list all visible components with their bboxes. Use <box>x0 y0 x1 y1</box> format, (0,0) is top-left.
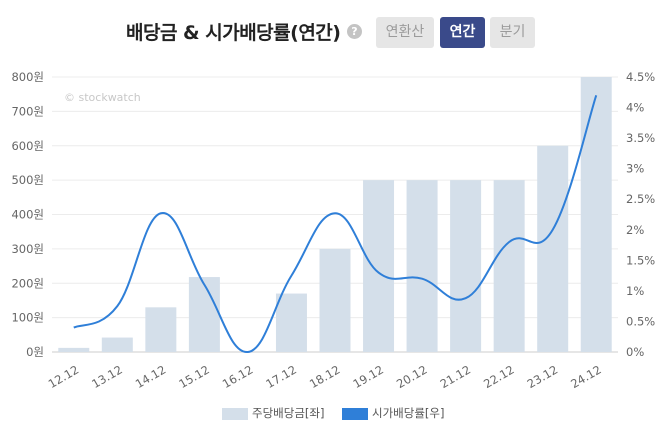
left-axis-tick-label: 100원 <box>11 311 44 325</box>
right-axis-tick-label: 0% <box>626 345 644 359</box>
dividend-bar[interactable] <box>275 293 307 352</box>
x-axis-tick-label: 15.12 <box>176 362 212 391</box>
x-axis-tick-label: 12.12 <box>46 362 82 391</box>
x-axis-tick-label: 19.12 <box>351 362 387 391</box>
dividend-bar[interactable] <box>406 180 438 352</box>
right-axis-tick-label: 3.5% <box>626 131 655 145</box>
dividend-bar[interactable] <box>363 180 395 352</box>
right-axis-labels: 0% 0.5% 1% 1.5% 2% 2.5% 3% 3.5% 4% 4.5% <box>626 70 655 359</box>
tab-annualized[interactable]: 연환산 <box>376 17 434 48</box>
x-axis-tick-label: 17.12 <box>263 362 299 391</box>
right-axis-tick-label: 4.5% <box>626 70 655 84</box>
dividend-bars <box>58 77 612 352</box>
right-axis-tick-label: 2% <box>626 223 644 237</box>
chart-header: 배당금 & 시가배당률(연간) ? 연환산 연간 분기 <box>0 0 665 64</box>
x-axis-tick-label: 21.12 <box>438 362 474 391</box>
x-axis-tick-label: 23.12 <box>525 362 561 391</box>
x-axis-tick-label: 14.12 <box>133 362 169 391</box>
dividend-bar[interactable] <box>537 145 569 352</box>
tab-quarterly[interactable]: 분기 <box>490 17 535 48</box>
help-icon[interactable]: ? <box>347 24 362 39</box>
left-axis-tick-label: 700원 <box>11 104 44 118</box>
left-axis-tick-label: 400원 <box>11 208 44 222</box>
left-axis-tick-label: 600원 <box>11 139 44 153</box>
legend-label-yield: 시가배당률[우] <box>372 406 445 420</box>
left-axis-tick-label: 500원 <box>11 173 44 187</box>
chart-legend: 주당배당금[좌] 시가배당률[우] <box>0 404 665 424</box>
x-axis-tick-label: 20.12 <box>394 362 430 391</box>
right-axis-tick-label: 1% <box>626 284 644 298</box>
legend-label-dividend: 주당배당금[좌] <box>252 406 325 420</box>
dividend-bar[interactable] <box>493 180 525 352</box>
right-axis-tick-label: 3% <box>626 162 644 176</box>
x-axis-tick-label: 18.12 <box>307 362 343 391</box>
right-axis-tick-label: 0.5% <box>626 314 655 328</box>
x-axis-labels: 12.12 13.12 14.12 15.12 16.12 17.12 18.12 19.12… <box>46 362 604 391</box>
x-axis-tick-label: 13.12 <box>89 362 125 391</box>
dividend-bar[interactable] <box>450 180 482 352</box>
left-axis-tick-label: 300원 <box>11 242 44 256</box>
dividend-chart: © stockwatch 0원 100원 200원 300원 400원 500원 600원 7… <box>11 70 655 391</box>
dividend-bar[interactable] <box>58 347 90 352</box>
left-axis-tick-label: 800원 <box>11 70 44 84</box>
yield-line-path[interactable] <box>73 95 598 354</box>
right-axis-tick-label: 1.5% <box>626 253 655 267</box>
left-axis-tick-label: 0원 <box>26 345 44 359</box>
legend-swatch-line <box>342 408 368 420</box>
dividend-bar[interactable] <box>101 337 133 352</box>
dividend-bar[interactable] <box>145 307 177 352</box>
x-axis-tick-label: 24.12 <box>568 362 604 391</box>
dividend-bar[interactable] <box>319 248 351 352</box>
dividend-bar[interactable] <box>188 277 220 352</box>
right-axis-tick-label: 4% <box>626 101 644 115</box>
watermark: © stockwatch <box>64 91 141 104</box>
left-axis-tick-label: 200원 <box>11 276 44 290</box>
legend-swatch-bar <box>222 408 248 420</box>
dividend-bar[interactable] <box>580 77 612 352</box>
tab-annual[interactable]: 연간 <box>440 17 485 48</box>
right-axis-tick-label: 2.5% <box>626 192 655 206</box>
x-axis-tick-label: 22.12 <box>481 362 517 391</box>
chart-title: 배당금 & 시가배당률(연간) <box>126 22 341 44</box>
left-axis-labels: 0원 100원 200원 300원 400원 500원 600원 700원 800원 <box>11 70 44 359</box>
yield-line <box>73 95 598 354</box>
x-axis-tick-label: 16.12 <box>220 362 256 391</box>
